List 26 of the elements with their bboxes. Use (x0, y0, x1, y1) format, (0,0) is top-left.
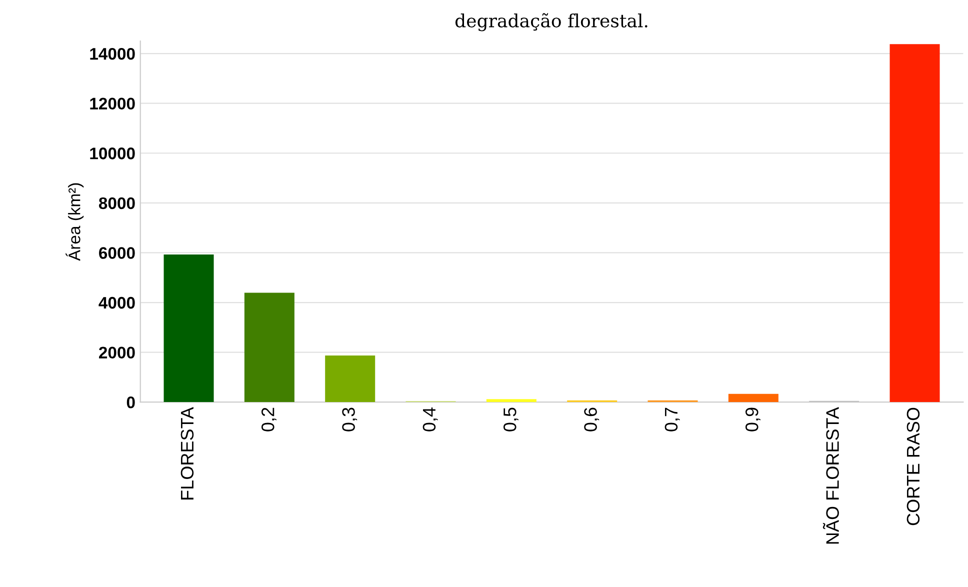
bar (728, 394, 778, 402)
x-tick-label: 0,9 (745, 408, 760, 432)
y-tick-label: 14000 (90, 48, 135, 60)
bar (325, 356, 376, 402)
y-tick-label: 12000 (90, 98, 135, 110)
y-tick-label: 2000 (99, 346, 135, 359)
y-tick-label: 8000 (98, 197, 135, 210)
y-tick-label: 10000 (90, 148, 135, 160)
x-tick-label: NÃO FLORESTA (822, 406, 839, 544)
bar (486, 399, 536, 402)
y-tick-label: 0 (126, 396, 135, 408)
bar (890, 44, 940, 402)
x-tick-label: CORTE RASO (906, 408, 920, 526)
x-tick-label: 0,4 (422, 407, 438, 432)
bar (244, 292, 294, 402)
x-tick-label: 0,3 (342, 408, 358, 432)
y-tick-label: 6000 (99, 247, 135, 259)
chart-title: degradação florestal. (455, 13, 648, 32)
x-tick-label: 0,5 (503, 408, 518, 432)
x-tick-label: 0,7 (664, 408, 680, 432)
y-tick-label: 4000 (98, 296, 135, 309)
x-tick-label: 0,6 (584, 408, 600, 432)
x-tick-label: FLORESTA (180, 406, 194, 500)
x-tick-label: 0,2 (261, 408, 276, 432)
bar (164, 254, 214, 402)
y-axis-title: Área (km²) (66, 183, 84, 261)
